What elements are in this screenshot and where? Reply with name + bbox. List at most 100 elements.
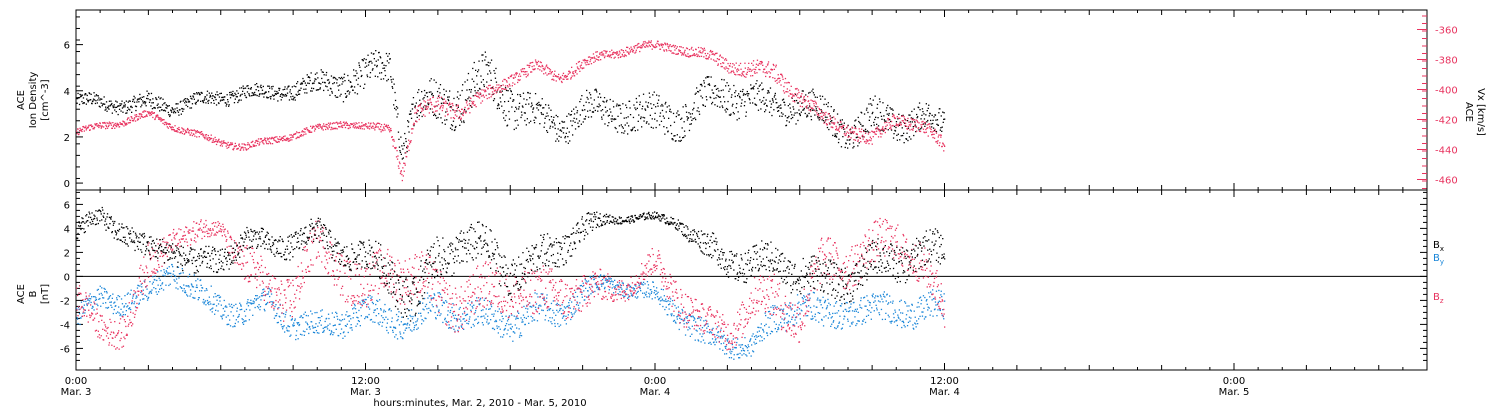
by-point xyxy=(410,315,412,318)
vx-point xyxy=(367,122,370,124)
density-point xyxy=(740,105,742,107)
by-point xyxy=(112,312,114,315)
by-point xyxy=(375,303,377,306)
vx-point xyxy=(202,135,204,137)
vx-point xyxy=(226,147,228,149)
vx-point xyxy=(575,63,578,65)
density-point xyxy=(830,120,832,123)
vx-point xyxy=(826,123,829,126)
by-point xyxy=(221,318,223,320)
density-point xyxy=(629,114,632,116)
vx-point xyxy=(716,52,718,54)
density-point xyxy=(520,116,522,119)
density-point xyxy=(904,122,906,124)
density-point xyxy=(438,113,441,115)
density-point xyxy=(485,64,487,66)
vx-point xyxy=(766,71,768,73)
density-point xyxy=(547,104,550,106)
vx-point xyxy=(791,93,793,95)
by-point xyxy=(124,314,126,316)
vx-point xyxy=(838,127,840,129)
vx-point xyxy=(113,124,115,126)
density-point xyxy=(223,99,225,101)
density-point xyxy=(214,96,216,99)
vx-point xyxy=(190,129,192,131)
vx-point xyxy=(736,71,738,73)
by-point xyxy=(485,308,487,310)
by-point xyxy=(400,336,402,338)
density-point xyxy=(358,64,360,66)
by-point xyxy=(575,310,577,312)
vx-point xyxy=(584,62,586,64)
vx-point xyxy=(666,42,668,45)
vx-point xyxy=(200,131,202,133)
by-point xyxy=(656,293,658,295)
vx-point xyxy=(415,111,417,114)
vx-point xyxy=(799,105,801,107)
vx-point xyxy=(630,46,632,48)
vx-point xyxy=(481,100,484,102)
vx-point xyxy=(432,96,434,98)
by-point xyxy=(336,315,338,318)
by-point xyxy=(535,308,537,311)
vx-point xyxy=(281,136,283,139)
by-point xyxy=(576,295,579,298)
vx-point xyxy=(446,108,448,110)
by-point xyxy=(508,323,510,326)
by-point xyxy=(394,336,396,338)
density-point xyxy=(185,104,187,106)
density-point xyxy=(726,108,729,111)
vx-point xyxy=(929,127,931,129)
vx-point xyxy=(916,130,918,132)
density-point xyxy=(562,121,564,123)
vx-point xyxy=(858,128,860,130)
density-point xyxy=(273,94,276,96)
by-point xyxy=(388,309,390,311)
density-point xyxy=(882,130,884,132)
density-point xyxy=(276,92,278,94)
by-point xyxy=(506,333,508,335)
by-point xyxy=(290,334,292,336)
vx-point xyxy=(266,137,268,139)
vx-point xyxy=(588,63,590,65)
by-point xyxy=(279,316,281,318)
by-point xyxy=(184,290,186,292)
density-point xyxy=(462,84,464,86)
by-point xyxy=(349,327,351,329)
vx-point xyxy=(779,77,781,80)
vx-point xyxy=(502,84,504,86)
density-point xyxy=(889,119,891,121)
density-point xyxy=(765,109,767,111)
by-point xyxy=(547,320,550,322)
by-point xyxy=(564,319,566,321)
by-point xyxy=(678,312,680,314)
by-point xyxy=(334,324,336,326)
by-point xyxy=(469,304,471,306)
by-point xyxy=(91,307,93,309)
density-point xyxy=(800,96,802,98)
right-tick-label: -400 xyxy=(1435,86,1458,97)
density-point xyxy=(597,96,599,98)
density-point xyxy=(744,101,746,103)
density-point xyxy=(227,99,229,101)
density-point xyxy=(320,83,322,85)
density-point xyxy=(865,131,867,133)
vx-point xyxy=(612,53,614,55)
by-point xyxy=(598,287,600,290)
density-point xyxy=(284,88,286,90)
by-point xyxy=(325,317,328,320)
density-point xyxy=(376,64,378,67)
density-point xyxy=(198,93,200,95)
density-point xyxy=(698,110,700,113)
by-point xyxy=(526,304,528,307)
by-point xyxy=(346,323,348,325)
density-point xyxy=(836,133,838,135)
density-point xyxy=(927,107,929,109)
vx-point xyxy=(91,125,94,127)
vx-point xyxy=(558,77,560,80)
vx-point xyxy=(809,106,811,108)
density-point xyxy=(171,107,173,109)
density-point xyxy=(407,125,409,128)
vx-point xyxy=(858,136,860,138)
density-point xyxy=(144,103,146,105)
